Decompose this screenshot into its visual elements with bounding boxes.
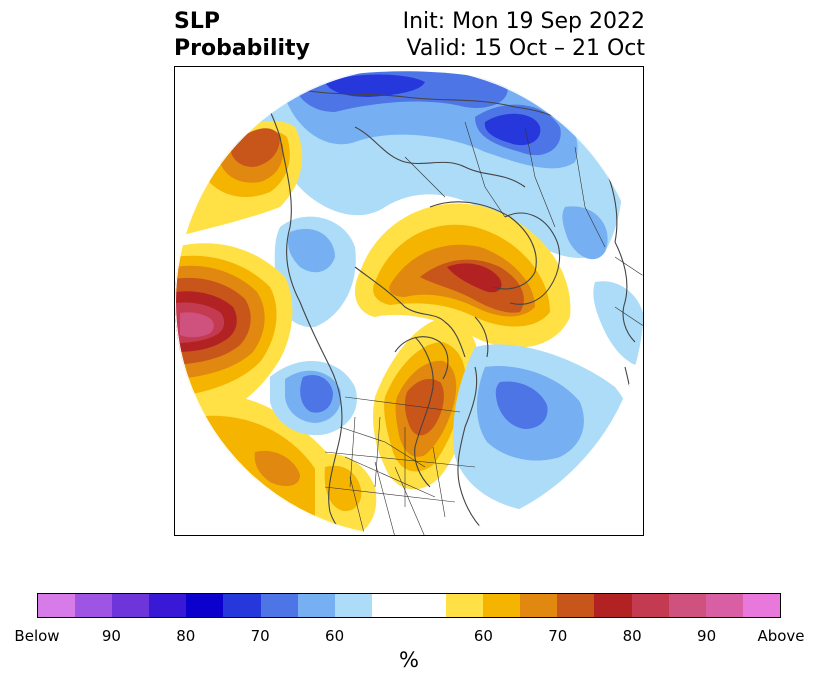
colorbar-tick-label: 70 (250, 627, 270, 645)
map-title: SLP Probability (174, 8, 310, 62)
above-normal-south-region (315, 453, 377, 535)
colorbar-tick-label: 90 (101, 627, 121, 645)
colorbar-tick-label: 80 (176, 627, 196, 645)
colorbar-tick-label: 60 (325, 627, 345, 645)
map-panel (174, 66, 644, 536)
colorbar-swatch (38, 594, 76, 617)
colorbar-swatch (483, 594, 521, 617)
colorbar-swatch (223, 594, 261, 617)
colorbar-tick-label: 90 (697, 627, 717, 645)
colorbar-swatch (705, 594, 743, 617)
colorbar-tick-label: 70 (548, 627, 568, 645)
boundaries (324, 121, 643, 535)
colorbar-swatch (149, 594, 187, 617)
colorbar-swatch (112, 594, 150, 617)
map-dates: Init: Mon 19 Sep 2022 Valid: 15 Oct – 21… (403, 8, 645, 62)
above-normal-north-pacific-region (175, 243, 293, 427)
colorbar-swatch (668, 594, 706, 617)
below-normal-alaska-region (274, 216, 356, 328)
colorbar-swatch (742, 594, 780, 617)
colorbar-tick-label: Above (757, 627, 805, 645)
colorbar-swatch (371, 594, 409, 617)
title-variable: SLP (174, 9, 220, 34)
above-normal-aleutian-region (175, 120, 303, 237)
colorbar-swatch (520, 594, 558, 617)
colorbar-tick-label: Below (14, 627, 60, 645)
colorbar-swatch (75, 594, 113, 617)
colorbar-unit: % (399, 648, 419, 672)
colorbar (37, 593, 781, 618)
below-normal-north-region (255, 71, 623, 260)
colorbar-swatch (297, 594, 335, 617)
colorbar-swatch (186, 594, 224, 617)
above-normal-greenland-region (355, 203, 571, 348)
colorbar-swatch (334, 594, 372, 617)
colorbar-swatch (260, 594, 298, 617)
colorbar-swatch (408, 594, 447, 617)
colorbar-swatch (557, 594, 595, 617)
colorbar-swatch (446, 594, 484, 617)
valid-range: Valid: 15 Oct – 21 Oct (406, 36, 645, 61)
probability-map (175, 67, 643, 535)
colorbar-swatch (594, 594, 632, 617)
title-product: Probability (174, 36, 310, 61)
init-date: Init: Mon 19 Sep 2022 (402, 9, 645, 34)
colorbar-tick-label: 80 (622, 627, 642, 645)
colorbar-tick-label: 60 (473, 627, 493, 645)
colorbar-swatch (631, 594, 669, 617)
